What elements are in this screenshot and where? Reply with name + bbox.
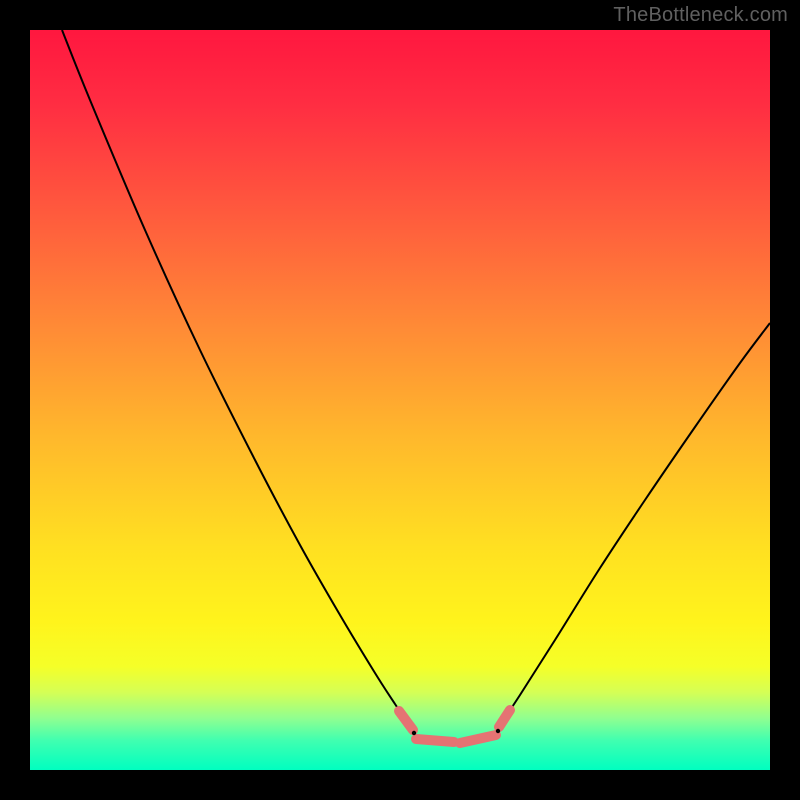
valley-marker-dot xyxy=(496,729,500,733)
valley-marker-segment xyxy=(416,739,454,742)
valley-marker-dot xyxy=(412,731,416,735)
watermark-text: TheBottleneck.com xyxy=(613,4,788,27)
chart-container: { "watermark": "TheBottleneck.com", "can… xyxy=(0,0,800,800)
chart-gradient-plot-area xyxy=(30,30,770,770)
bottleneck-chart-svg xyxy=(0,0,800,800)
